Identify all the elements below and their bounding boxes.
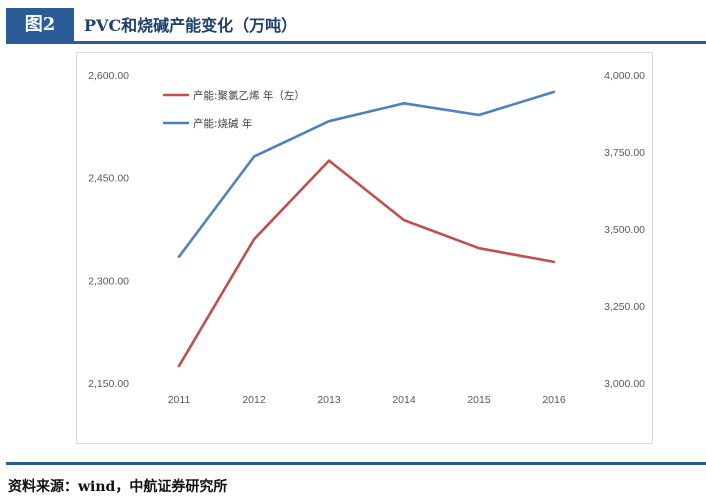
y-left-tick-label: 2,450.00 xyxy=(88,173,129,185)
y-right-tick-label: 3,000.00 xyxy=(604,378,645,390)
y-right-tick-label: 4,000.00 xyxy=(604,70,645,82)
header-divider xyxy=(6,41,706,44)
x-tick-label: 2012 xyxy=(242,394,266,406)
legend-label: 产能:聚氯乙烯 年（左） xyxy=(193,89,305,102)
chart-area: 2,600.00 2,450.00 2,300.00 2,150.00 4,000.00… xyxy=(76,52,653,444)
y-left-tick-label: 2,150.00 xyxy=(88,378,129,390)
figure-header: 图2 PVC和烧碱产能变化（万吨） xyxy=(0,0,706,44)
y-left-tick-label: 2,300.00 xyxy=(88,275,129,287)
source-note: 资料来源：wind，中航证券研究所 xyxy=(8,479,228,495)
x-tick-label: 2013 xyxy=(317,394,341,406)
figure-number-badge: 图2 xyxy=(6,8,74,42)
y-right-tick-label: 3,500.00 xyxy=(604,224,645,236)
figure-title: PVC和烧碱产能变化（万吨） xyxy=(84,16,298,35)
y-right-tick-label: 3,750.00 xyxy=(604,147,645,159)
caustic-soda-capacity-line xyxy=(177,90,556,258)
x-tick-label: 2014 xyxy=(392,394,416,406)
pvc-capacity-line xyxy=(177,159,556,368)
x-tick-label: 2015 xyxy=(467,394,491,406)
legend-label: 产能:烧碱 年 xyxy=(193,117,252,130)
y-right-tick-label: 3,250.00 xyxy=(604,301,645,313)
x-tick-label: 2011 xyxy=(168,394,191,406)
x-tick-label: 2016 xyxy=(542,394,566,406)
y-left-tick-label: 2,600.00 xyxy=(88,70,129,82)
line-chart: 2,600.00 2,450.00 2,300.00 2,150.00 4,000.00… xyxy=(88,70,645,406)
footer-divider xyxy=(6,462,706,465)
